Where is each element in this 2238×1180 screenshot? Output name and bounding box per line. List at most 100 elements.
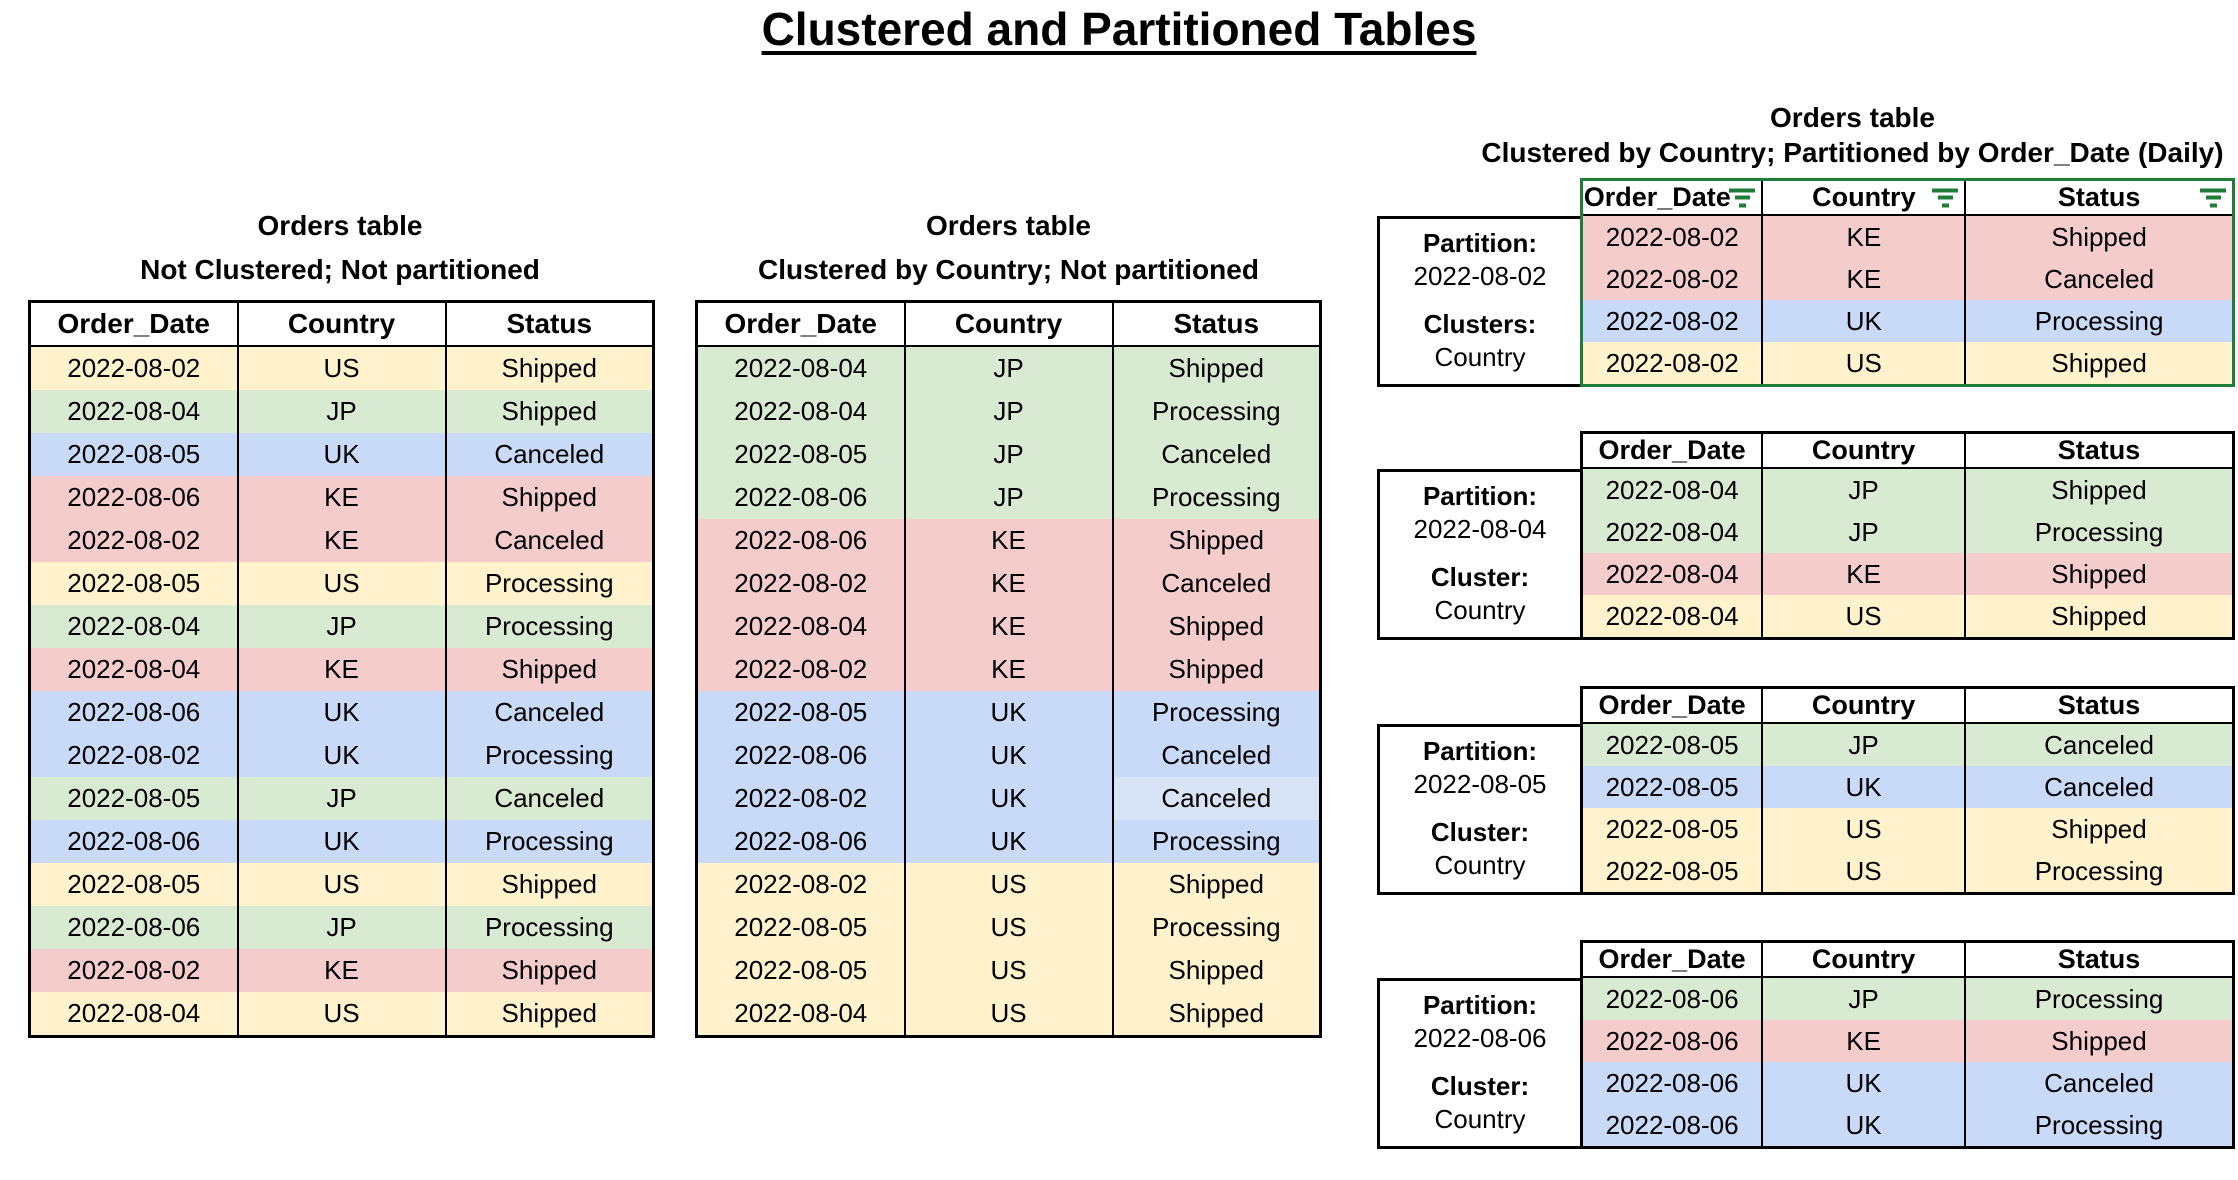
table-row: 2022-08-06 UK Canceled [695,734,1322,777]
cell-order-date: 2022-08-04 [28,605,239,648]
cell-status: Canceled [1964,766,2235,808]
filter-icon[interactable] [1729,188,1756,207]
column-header-order-date: Order_Date [28,301,239,347]
cell-status: Processing [444,820,655,863]
cell-country: KE [903,519,1114,562]
cell-order-date: 2022-08-04 [695,992,906,1037]
table-row: 2022-08-06 UK Processing [695,820,1322,863]
table-row: 2022-08-05 US Processing [28,562,655,605]
cell-country: JP [903,346,1114,390]
cell-status: Canceled [1111,734,1322,777]
table-row: 2022-08-04 JP Shipped [695,346,1322,390]
cell-status: Shipped [444,992,655,1037]
header-row: Order_Date Country Status [1580,432,2235,469]
cell-status: Processing [1111,820,1322,863]
cell-order-date: 2022-08-04 [1580,468,1764,511]
cell-order-date: 2022-08-06 [1580,977,1764,1020]
cell-status: Canceled [1111,433,1322,476]
orders-table-clustered: Order_Date Country Status 2022-08-04 JP Sh… [695,300,1322,1038]
cell-country: JP [236,906,447,949]
cell-order-date: 2022-08-06 [1580,1062,1764,1104]
table-row: 2022-08-04 KE Shipped [1580,553,2235,595]
cell-order-date: 2022-08-02 [1580,215,1764,258]
column-header-status: Status [1964,179,2235,216]
column-header-status: Status [1111,301,1322,347]
column-header-country: Country [1761,941,1967,978]
header-row: Order_Date Country Status [1580,179,2235,216]
table-row: 2022-08-02 KE Shipped [1580,215,2235,258]
cell-status: Shipped [1111,346,1322,390]
cell-order-date: 2022-08-05 [28,777,239,820]
table-row: 2022-08-04 JP Shipped [28,390,655,433]
column-header-country: Country [1761,687,1967,724]
cell-country: US [903,863,1114,906]
column-header-country: Country [1761,432,1967,469]
column-header-status: Status [1964,687,2235,724]
cell-country: US [236,992,447,1037]
cell-country: KE [1761,1020,1967,1062]
header-row: Order_Date Country Status [1580,941,2235,978]
cell-status: Canceled [444,777,655,820]
cell-country: US [236,863,447,906]
cell-order-date: 2022-08-06 [1580,1104,1764,1148]
partition-info: Partition: 2022-08-02 [1380,227,1580,293]
cell-status: Canceled [1964,258,2235,300]
header-row: Order_Date Country Status [1580,687,2235,724]
cell-order-date: 2022-08-06 [695,476,906,519]
partition-label: Partition: [1422,990,1538,1020]
table-title: Orders table [257,210,423,241]
cell-order-date: 2022-08-04 [695,605,906,648]
partition-label: Partition: [1422,228,1538,258]
table-subtitle: Clustered by Country; Not partitioned [758,254,1259,285]
table-row: 2022-08-04 JP Processing [695,390,1322,433]
cell-status: Canceled [444,691,655,734]
cell-country: JP [1761,723,1967,766]
cell-country: UK [236,433,447,476]
cell-status: Shipped [1111,863,1322,906]
cell-country: KE [1761,215,1967,258]
partition-value: 2022-08-04 [1413,514,1547,544]
table-row: 2022-08-02 UK Processing [1580,300,2235,342]
cell-country: UK [1761,300,1967,342]
cell-country: US [903,906,1114,949]
cell-country: JP [1761,468,1967,511]
cell-order-date: 2022-08-04 [28,992,239,1037]
column-header-order-date: Order_Date [695,301,906,347]
cell-status: Processing [1111,691,1322,734]
cell-status: Processing [444,906,655,949]
orders-table-partition: Order_Date Country Status 2022-08-02 KE Sh… [1580,178,2235,387]
cell-country: UK [1761,1104,1967,1148]
partition-label-box: Partition: 2022-08-04 Cluster: Country [1377,469,1580,640]
cell-status: Shipped [1964,1020,2235,1062]
cell-country: JP [1761,977,1967,1020]
cell-order-date: 2022-08-02 [28,346,239,390]
table-row: 2022-08-02 UK Canceled [695,777,1322,820]
cell-status: Shipped [444,648,655,691]
table-row: 2022-08-02 US Shipped [695,863,1322,906]
cell-status: Canceled [444,433,655,476]
cell-country: US [236,346,447,390]
cell-status: Canceled [444,519,655,562]
cluster-label: Cluster: [1430,562,1530,592]
table-row: 2022-08-02 KE Canceled [28,519,655,562]
cell-order-date: 2022-08-06 [28,691,239,734]
cell-status: Shipped [1111,519,1322,562]
cell-order-date: 2022-08-06 [28,906,239,949]
cluster-info: Cluster: Country [1380,561,1580,627]
partition-group: Partition: 2022-08-02 Clusters: Country … [1377,178,2235,390]
partitioned-table-titles: Orders table Clustered by Country; Parti… [1465,100,2238,170]
page-title: Clustered and Partitioned Tables [761,3,1477,55]
cell-country: UK [1761,1062,1967,1104]
cell-country: KE [236,476,447,519]
cell-order-date: 2022-08-05 [1580,766,1764,808]
cluster-label: Clusters: [1423,309,1537,339]
filter-icon[interactable] [2200,188,2226,207]
table-row: 2022-08-04 US Shipped [28,992,655,1037]
cell-status: Shipped [1964,342,2235,386]
cell-country: JP [903,476,1114,519]
cell-country: KE [1761,553,1967,595]
cell-order-date: 2022-08-04 [695,390,906,433]
filter-icon[interactable] [1932,188,1959,207]
cell-order-date: 2022-08-05 [1580,808,1764,850]
partition-label: Partition: [1422,736,1538,766]
